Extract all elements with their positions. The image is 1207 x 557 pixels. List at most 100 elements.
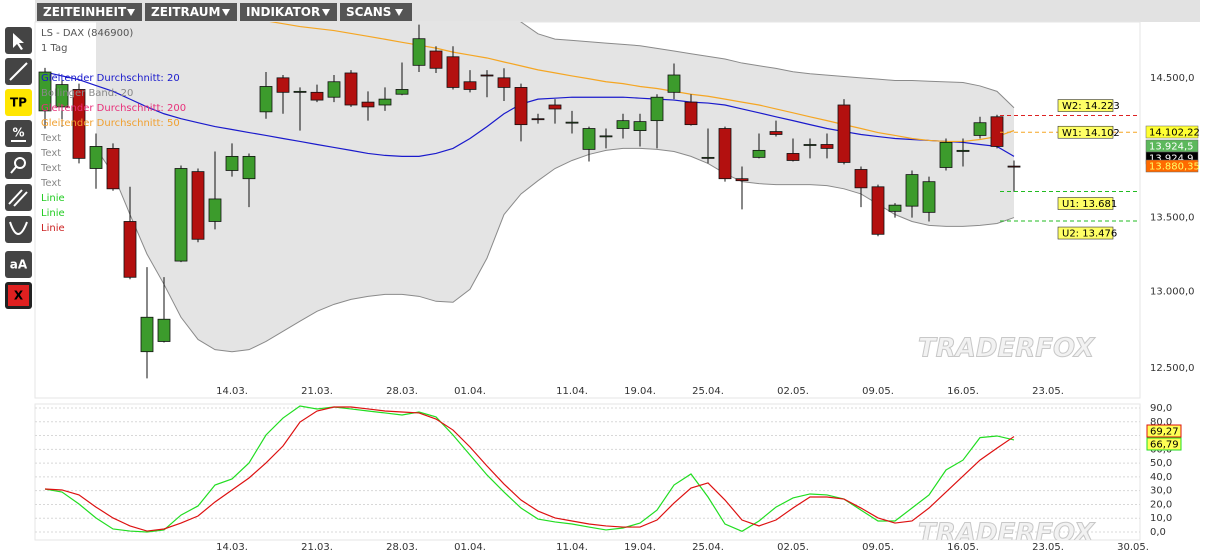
tool-button[interactable]: [5, 216, 32, 243]
price-label-box: [1145, 125, 1199, 139]
legend-entry: Linie: [41, 223, 65, 234]
x-tick-label: 09.05.: [862, 386, 894, 397]
candle-body: [701, 156, 715, 159]
price-label: 13.924,9: [1149, 154, 1194, 165]
tool-button[interactable]: [5, 184, 32, 211]
candle-body: [582, 128, 596, 150]
tool-icon: [13, 33, 24, 50]
value-label: 69,27: [1150, 427, 1179, 438]
tool-button[interactable]: [5, 152, 32, 179]
candle-body: [786, 153, 800, 161]
price-label: 13.924,5: [1149, 142, 1194, 153]
candle-body: [820, 144, 834, 149]
candle-body: [905, 174, 919, 207]
y-tick-label: 90,0: [1150, 403, 1172, 414]
candle-body: [888, 204, 902, 212]
legend-entry: Linie: [41, 208, 65, 219]
candle-body: [89, 146, 103, 169]
x-tick-label: 01.04.: [454, 386, 486, 397]
legend-entry: Gleitender Durchschnitt: 50: [41, 118, 180, 129]
tool-button[interactable]: [5, 251, 32, 278]
legend-entry: Text: [40, 178, 61, 189]
candle-body: [990, 116, 1004, 147]
y-tick-label: 13.000,0: [1150, 286, 1195, 297]
tool-label[interactable]: aA: [10, 258, 28, 272]
price-label-box: [1145, 159, 1199, 173]
candle-body: [208, 198, 222, 222]
tool-icon: [13, 191, 28, 207]
candle-body: [1007, 165, 1021, 168]
menu-button[interactable]: [145, 3, 237, 21]
menu-label[interactable]: ZEITEINHEIT: [43, 5, 127, 19]
level-label-box: [1057, 197, 1114, 210]
y-tick-label: 30,0: [1150, 486, 1172, 497]
tool-label[interactable]: %: [12, 126, 24, 140]
y-tick-label: 14.500,0: [1150, 73, 1195, 84]
oscillator-line: [44, 406, 1015, 532]
value-label-box: [1146, 424, 1182, 438]
level-label: W2: 14.223: [1062, 101, 1120, 112]
candle-body: [361, 101, 375, 108]
toolbar: TP % aA X: [5, 27, 32, 309]
x-tick-label: 28.03.: [386, 386, 418, 397]
candle-body: [548, 104, 562, 110]
candle-body: [480, 74, 494, 77]
candle-body: [633, 121, 647, 131]
y-tick-label: 10,0: [1150, 513, 1172, 524]
x-tick-label: 25.04.: [692, 386, 724, 397]
candle-body: [429, 50, 443, 69]
x-tick-label: 14.03.: [216, 386, 248, 397]
x-tick-label: 16.05.: [947, 542, 979, 553]
candle-body: [55, 84, 69, 108]
candle-body: [259, 86, 273, 113]
oscillator-layer: TRADERFOX: [35, 405, 1140, 540]
x-tick-label: 25.04.: [692, 542, 724, 553]
oscillator-line: [44, 405, 1015, 533]
tool-button[interactable]: [5, 89, 32, 116]
legend-entry: Gleitender Durchschnitt: 20: [41, 73, 180, 84]
x-tick-label: 19.04.: [624, 542, 656, 553]
menu-label[interactable]: INDIKATOR: [246, 5, 320, 19]
candle-body: [293, 90, 307, 93]
level-label: U2: 13.476: [1062, 229, 1117, 240]
candle-body: [123, 221, 137, 278]
x-tick-label: 14.03.: [216, 542, 248, 553]
legend-entry: Text: [40, 133, 61, 144]
menu-arrow: [395, 9, 403, 16]
menu-button[interactable]: [240, 3, 337, 21]
tool-icon: [10, 166, 17, 174]
candle-body: [174, 168, 188, 262]
candle-body: [939, 142, 953, 168]
candle-body: [735, 178, 749, 182]
y-tick-label: 50,0: [1150, 458, 1172, 469]
candle-body: [497, 77, 511, 88]
x-tick-label: 09.05.: [862, 542, 894, 553]
candle-body: [242, 155, 256, 180]
candle-body: [225, 155, 239, 171]
candle-body: [395, 89, 409, 95]
menu-label[interactable]: SCANS: [346, 5, 391, 19]
tool-icon: [8, 189, 23, 205]
value-label: 66,79: [1150, 440, 1179, 451]
x-tick-label: 28.03.: [386, 542, 418, 553]
tool-label[interactable]: X: [14, 289, 24, 303]
candle-body: [956, 149, 970, 152]
overlay-layer: TRADERFOX W2: 14.223 W1: 14.102 U1: 13.681 U…: [40, 28, 1200, 553]
tool-label[interactable]: TP: [10, 96, 27, 110]
tool-button-face: [8, 285, 29, 306]
candle-body: [446, 56, 460, 88]
x-tick-label: 23.05.: [1032, 386, 1064, 397]
candle-body: [140, 316, 154, 353]
menu-label[interactable]: ZEITRAUM: [151, 5, 220, 19]
y-tick-label: 12.500,0: [1150, 363, 1195, 374]
x-tick-label: 02.05.: [777, 542, 809, 553]
menu-button[interactable]: [340, 3, 412, 21]
x-tick-label: 23.05.: [1032, 542, 1064, 553]
candle-body: [565, 121, 579, 124]
candle-body: [752, 149, 766, 158]
menu-button[interactable]: [37, 3, 142, 21]
x-tick-label: 16.05.: [947, 386, 979, 397]
moving-average: [44, 71, 1015, 157]
candle-body: [412, 38, 426, 66]
